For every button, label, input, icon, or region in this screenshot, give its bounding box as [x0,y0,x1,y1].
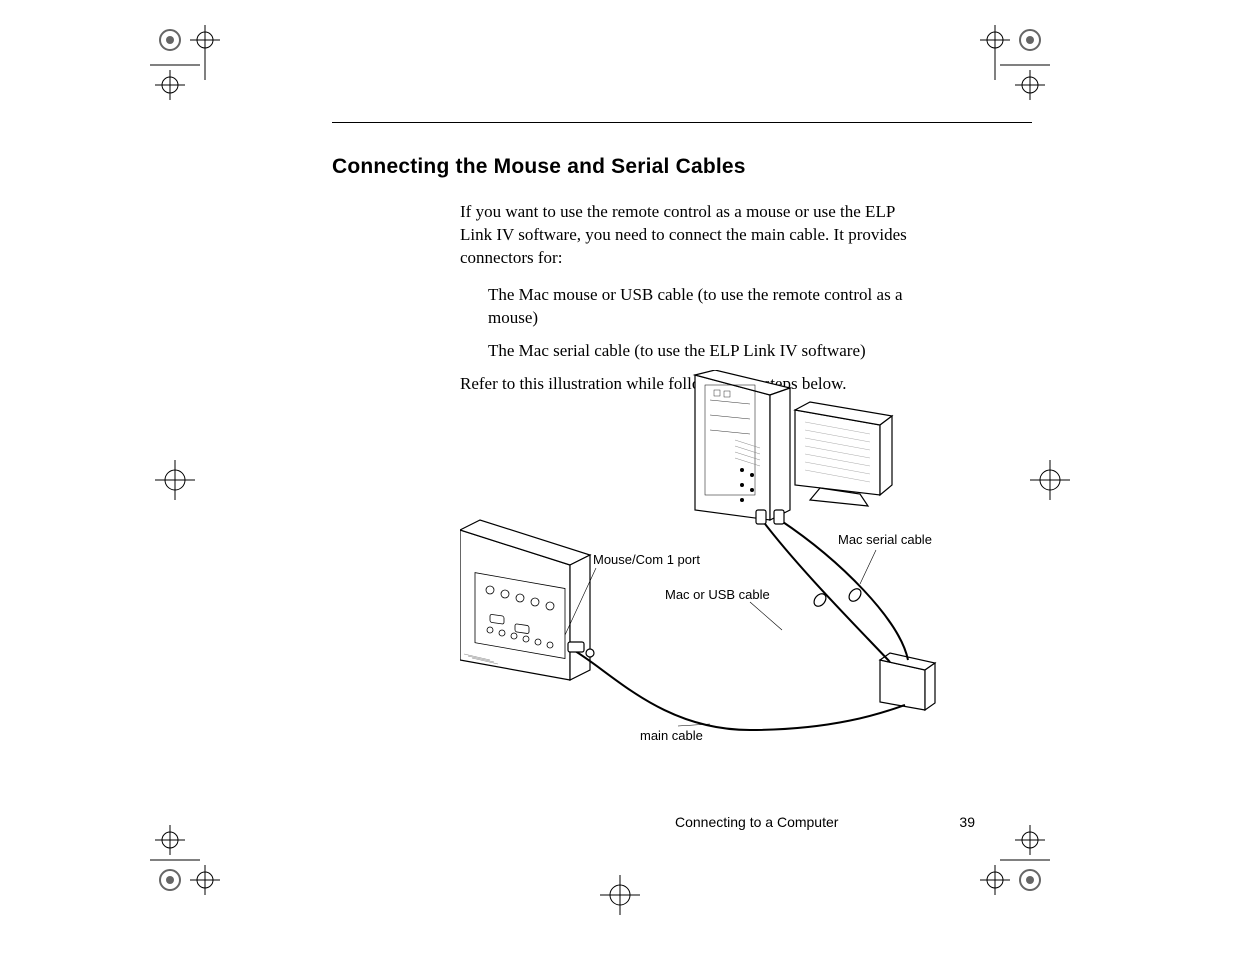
projector-icon [460,520,590,680]
label-mac-serial-cable: Mac serial cable [838,532,932,547]
bullet-1: The Mac mouse or USB cable (to use the r… [488,284,920,330]
page-top-rule [332,122,1032,123]
intro-paragraph: If you want to use the remote control as… [460,201,920,270]
connection-diagram: Mouse/Com 1 port Mac serial cable Mac or… [460,370,960,770]
registration-mark-br [970,820,1050,900]
bullet-2: The Mac serial cable (to use the ELP Lin… [488,340,920,363]
main-cable-path [570,648,905,730]
registration-mark-mr [1010,440,1090,520]
registration-mark-bl [150,820,230,900]
label-main-cable: main cable [640,728,703,743]
footer-section-title: Connecting to a Computer [675,814,838,830]
page-number: 39 [959,814,975,830]
tower-icon [695,370,790,520]
label-mac-or-usb-cable: Mac or USB cable [665,587,770,602]
label-mouse-com-port: Mouse/Com 1 port [593,552,700,567]
body-text: If you want to use the remote control as… [460,201,920,363]
monitor-icon [795,402,892,506]
page-footer: Connecting to a Computer 39 [675,814,975,830]
registration-mark-tr [970,20,1050,100]
section-heading: Connecting the Mouse and Serial Cables [332,155,1032,179]
registration-mark-ml [150,440,230,520]
registration-mark-tl [150,20,230,100]
registration-mark-bc [580,855,660,935]
